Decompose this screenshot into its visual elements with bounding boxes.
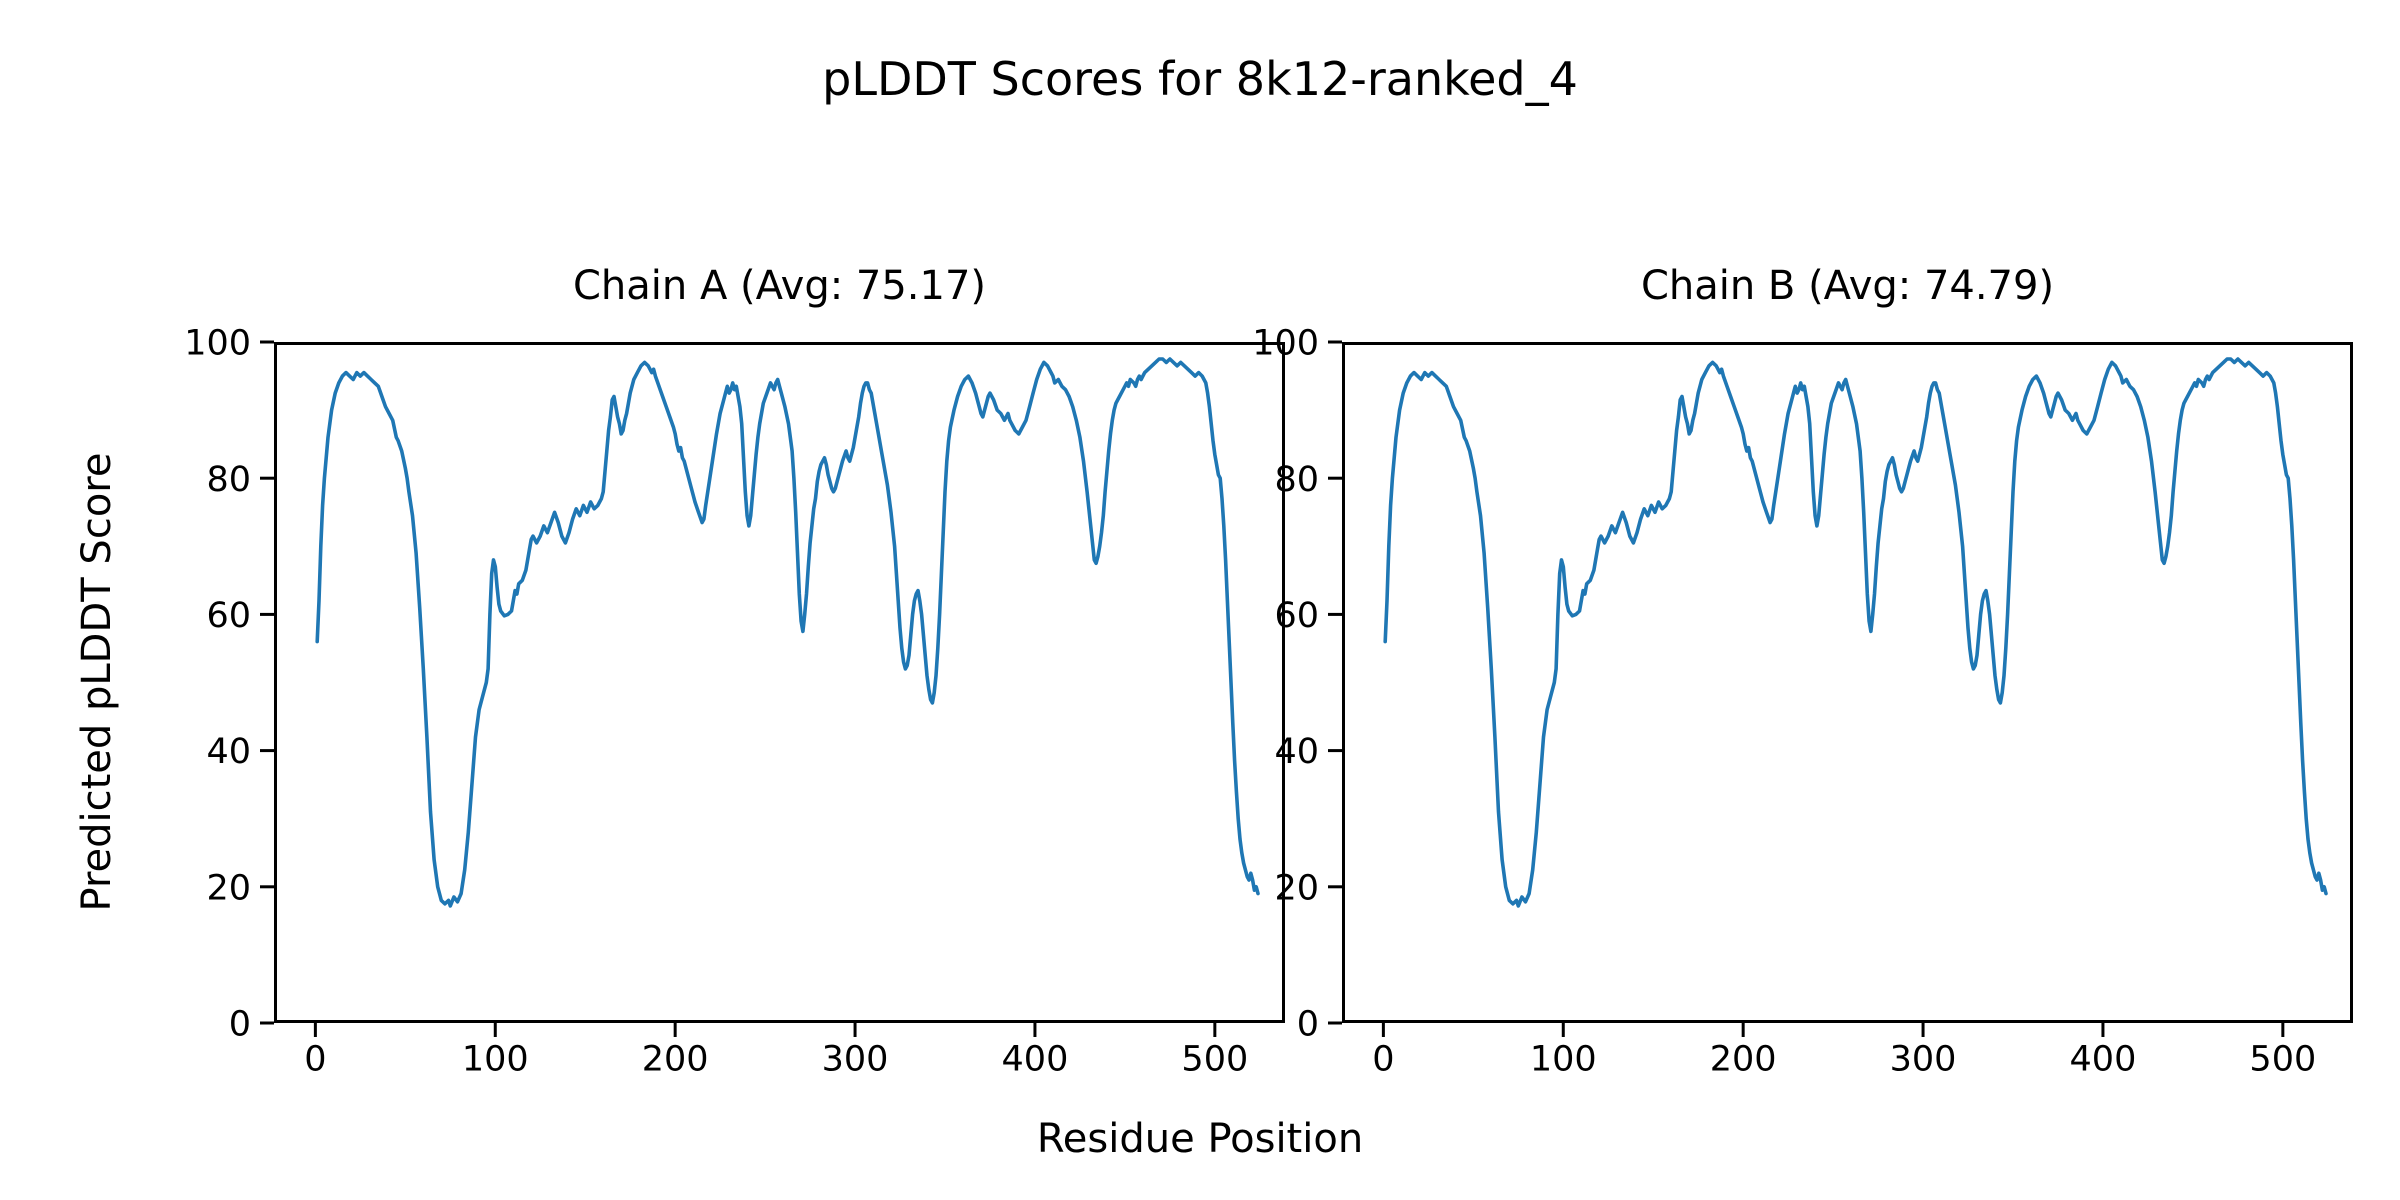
chain-a-subplot-title: Chain A (Avg: 75.17) [572, 263, 987, 309]
y-tick-label: 20 [1274, 868, 1319, 908]
y-tick-label: 0 [229, 1005, 251, 1045]
plot-canvas-chain-a: 0 100 200 300 400 500 0 20 40 60 80 100 [184, 324, 1285, 1079]
y-tick-label: 60 [206, 596, 251, 636]
plddt-line [1383, 357, 2328, 908]
y-tick-label: 60 [1274, 596, 1319, 636]
x-tick-label: 0 [304, 1039, 326, 1079]
figure-title: pLDDT Scores for 8k12-ranked_4 [822, 52, 1578, 106]
y-tick-label: 80 [1274, 460, 1319, 500]
y-tick-label: 80 [206, 460, 251, 500]
chain-b-plot: 0 100 200 300 400 500 0 20 40 60 80 100 [1252, 324, 2353, 1079]
x-tick-label: 400 [1002, 1039, 1069, 1079]
x-axis-label: Residue Position [1036, 1116, 1364, 1162]
y-tick-label: 100 [1252, 324, 1319, 364]
y-tick-label: 0 [1297, 1005, 1319, 1045]
x-tick-label: 300 [822, 1039, 889, 1079]
x-tick-label: 0 [1372, 1039, 1394, 1079]
x-tick-label: 500 [2249, 1039, 2316, 1079]
axes-frame [274, 342, 1285, 1023]
x-tick-label: 500 [1181, 1039, 1248, 1079]
x-tick-label: 100 [462, 1039, 529, 1079]
x-tick-label: 300 [1890, 1039, 1957, 1079]
x-tick-label: 100 [1530, 1039, 1597, 1079]
y-tick-label: 20 [206, 868, 251, 908]
x-tick-label: 200 [642, 1039, 709, 1079]
x-tick-label: 400 [2070, 1039, 2137, 1079]
y-tick-label: 40 [206, 732, 251, 772]
y-tick-label: 100 [184, 324, 251, 364]
y-axis-label: Predicted pLDDT Score [74, 452, 120, 912]
axes-frame [1342, 342, 2353, 1023]
plot-canvas-chain-b: 0 100 200 300 400 500 0 20 40 60 80 100 [1252, 324, 2353, 1079]
y-tick-label: 40 [1274, 732, 1319, 772]
x-tick-label: 200 [1710, 1039, 1777, 1079]
plddt-line [315, 357, 1260, 908]
chain-a-plot: 0 100 200 300 400 500 0 20 40 60 80 100 [184, 324, 1285, 1079]
chain-b-subplot-title: Chain B (Avg: 74.79) [1640, 263, 2055, 309]
